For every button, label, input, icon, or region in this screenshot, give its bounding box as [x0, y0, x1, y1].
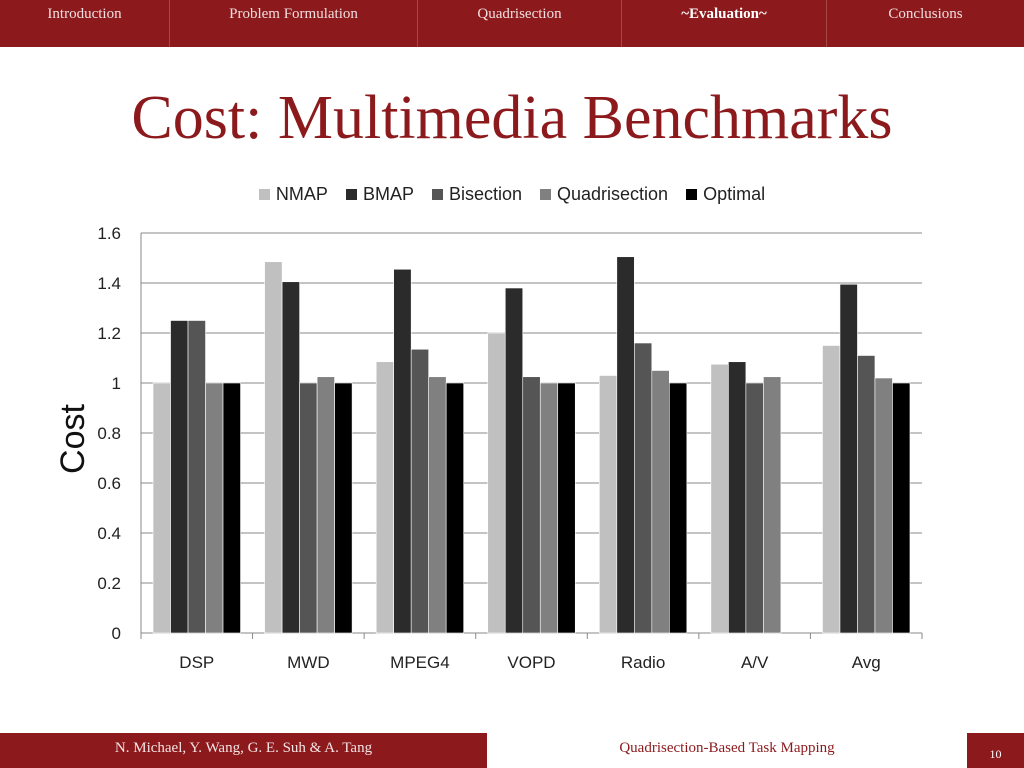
bar-optimal-mpeg4: [445, 382, 464, 634]
legend-item-optimal: Optimal: [686, 184, 765, 205]
bar-quadrisection-av: [763, 376, 782, 634]
x-tick-label: Avg: [852, 653, 881, 672]
bar-optimal-radio: [669, 382, 688, 634]
legend-swatch-optimal: [686, 189, 698, 200]
bar-optimal-avg: [892, 382, 911, 634]
legend-label-bmap: BMAP: [362, 184, 414, 204]
y-tick-label: 0: [112, 624, 121, 643]
bar-bisection-vopd: [522, 376, 541, 634]
bar-bmap-vopd: [504, 287, 524, 634]
legend-item-nmap: NMAP: [258, 184, 328, 205]
y-tick-label: 0.4: [97, 524, 121, 543]
bar-bmap-avg: [839, 283, 858, 634]
legend-item-bisection: Bisection: [431, 184, 522, 205]
bar-bisection-mwd: [299, 382, 318, 634]
bar-quadrisection-dsp: [205, 382, 224, 634]
bar-quadrisection-avg: [874, 377, 893, 634]
bar-bmap-av: [728, 361, 747, 634]
nav-tab-quadrisection[interactable]: Quadrisection: [418, 0, 622, 47]
x-tick-label: VOPD: [507, 653, 555, 672]
nav-tab-introduction[interactable]: Introduction: [0, 0, 170, 47]
bar-quadrisection-radio: [651, 370, 670, 634]
bar-quadrisection-mwd: [316, 376, 335, 634]
bar-nmap-mwd: [264, 261, 283, 634]
bar-bisection-radio: [634, 342, 653, 634]
y-tick-label: 0.2: [97, 574, 121, 593]
legend-item-bmap: BMAP: [345, 184, 414, 205]
page-number: 10: [967, 733, 1024, 768]
bar-bmap-radio: [616, 256, 635, 634]
legend-label-bisection: Bisection: [448, 184, 522, 204]
slide-title: Cost: Multimedia Benchmarks: [131, 84, 893, 152]
bar-bisection-mpeg4: [410, 348, 429, 634]
nav-tab-evaluation[interactable]: ~Evaluation~: [622, 0, 827, 47]
y-tick-label: 1.6: [97, 224, 121, 243]
legend-swatch-nmap: [258, 189, 270, 200]
legend-label-optimal: Optimal: [703, 184, 766, 204]
bar-optimal-dsp: [222, 382, 241, 634]
bar-bmap-mwd: [281, 281, 300, 634]
y-tick-label: 0.6: [97, 474, 121, 493]
bar-bisection-av: [745, 382, 764, 634]
legend-label-nmap: NMAP: [275, 184, 328, 204]
bar-optimal-mwd: [334, 382, 353, 634]
footer-talk-title: Quadrisection-Based Task Mapping: [619, 740, 835, 756]
bar-quadrisection-mpeg4: [428, 376, 447, 634]
y-tick-label: 0.8: [97, 424, 121, 443]
x-tick-label: MWD: [287, 653, 329, 672]
nav-tab-problem-formulation[interactable]: Problem Formulation: [170, 0, 418, 47]
bar-quadrisection-vopd: [539, 382, 559, 634]
y-tick-label: 1.4: [97, 274, 121, 293]
bar-nmap-vopd: [487, 332, 506, 634]
top-navigation: Introduction Problem Formulation Quadris…: [0, 0, 1024, 47]
legend-label-quadrisection: Quadrisection: [557, 184, 669, 204]
bar-bmap-mpeg4: [393, 268, 412, 634]
nav-tab-conclusions[interactable]: Conclusions: [888, 6, 963, 22]
legend-swatch-quadrisection: [540, 189, 551, 200]
x-tick-label: DSP: [179, 653, 214, 672]
y-axis-label: Cost: [54, 403, 92, 473]
bar-bisection-avg: [857, 355, 876, 634]
bar-nmap-avg: [822, 345, 841, 634]
x-tick-label: Radio: [621, 653, 665, 672]
footer-authors: N. Michael, Y. Wang, G. E. Suh & A. Tang: [0, 733, 487, 768]
legend-item-quadrisection: Quadrisection: [540, 184, 668, 205]
bar-bmap-dsp: [170, 320, 189, 634]
bar-nmap-dsp: [152, 382, 171, 634]
bar-nmap-mpeg4: [375, 361, 394, 634]
legend-swatch-bisection: [431, 189, 443, 200]
bar-nmap-av: [710, 363, 729, 634]
bar-bisection-dsp: [187, 320, 206, 634]
x-tick-label: MPEG4: [390, 653, 450, 672]
bar-nmap-radio: [599, 375, 618, 634]
y-tick-label: 1.2: [97, 324, 121, 343]
bar-optimal-vopd: [557, 382, 576, 634]
chart-legend: NMAP BMAP Bisection Quadrisection Optima…: [0, 184, 1024, 205]
legend-swatch-bmap: [345, 189, 357, 200]
y-tick-label: 1: [112, 374, 121, 393]
x-tick-label: A/V: [741, 653, 769, 672]
